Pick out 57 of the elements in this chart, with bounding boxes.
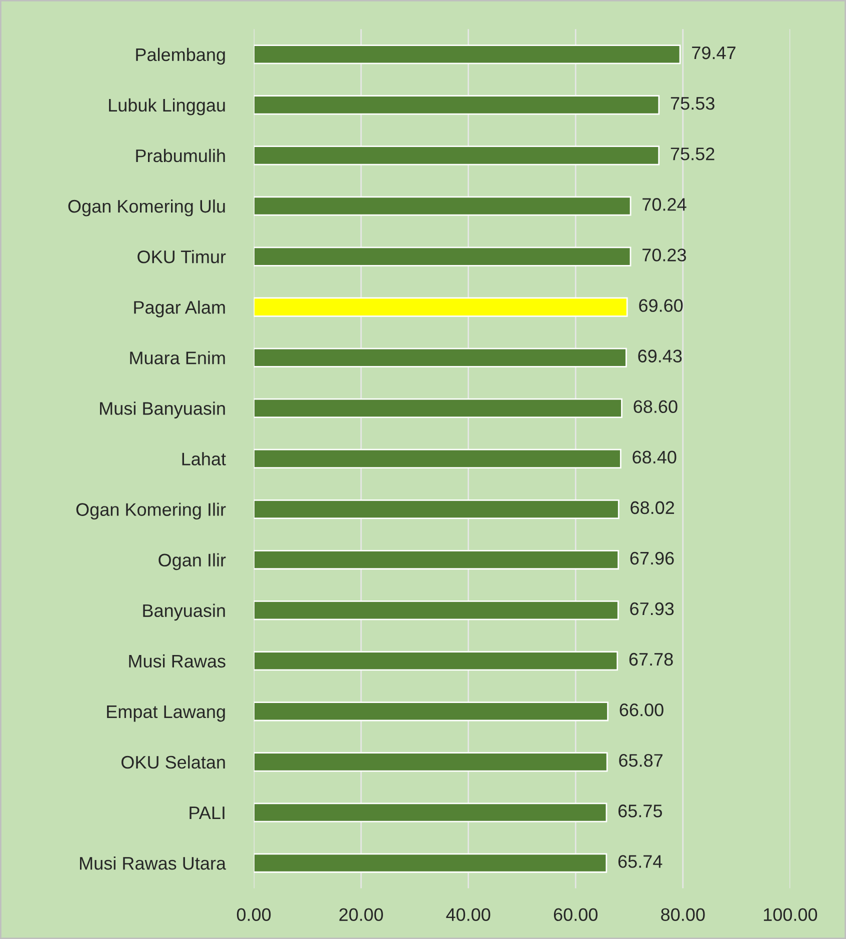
bar — [254, 398, 622, 418]
data-label: 70.24 — [642, 198, 686, 211]
data-label: 75.53 — [670, 96, 714, 110]
x-tick-label: 80.00 — [661, 908, 705, 921]
bar — [254, 651, 618, 671]
x-tick-label: 100.00 — [764, 908, 818, 921]
bar — [254, 95, 660, 115]
bar — [254, 196, 632, 216]
y-tick-label: Empat Lawang — [107, 706, 225, 722]
data-label: 67.96 — [630, 552, 674, 565]
y-tick-label: Muara Enim — [130, 351, 225, 364]
data-label: 68.40 — [632, 450, 676, 464]
y-tick-label: Banyuasin — [143, 604, 225, 621]
data-label: 67.93 — [630, 602, 674, 616]
x-tick-label: 60.00 — [554, 908, 598, 921]
bar — [254, 600, 619, 620]
y-tick-label: Musi Banyuasin — [100, 402, 225, 418]
bar — [254, 146, 660, 166]
bar — [254, 853, 608, 873]
data-label: 69.60 — [639, 299, 683, 312]
y-tick-label: Ogan Komering Ilir — [76, 502, 226, 520]
y-tick-label: OKU Timur — [138, 250, 226, 264]
data-label: 69.43 — [638, 350, 682, 362]
y-tick-label: Lahat — [182, 452, 226, 466]
y-tick-label: Musi Rawas — [129, 654, 226, 668]
y-tick-label: Palembang — [136, 48, 225, 65]
data-label: 68.60 — [634, 400, 678, 414]
bar — [254, 752, 608, 772]
data-label: 67.78 — [629, 652, 673, 666]
data-label: 65.87 — [619, 754, 662, 767]
data-label: 70.23 — [642, 248, 686, 262]
bar — [254, 702, 608, 722]
y-tick-label: Ogan Komering Ulu — [68, 199, 225, 216]
x-tick-label: 20.00 — [339, 908, 383, 921]
bar — [254, 448, 622, 468]
data-label: 65.74 — [618, 855, 662, 868]
y-tick-label: Musi Rawas Utara — [80, 856, 226, 870]
x-tick-label: 0.00 — [236, 908, 271, 921]
x-tick-label: 40.00 — [446, 908, 490, 921]
data-label: 68.02 — [630, 501, 674, 514]
y-tick-label: Prabumulih — [136, 148, 225, 162]
data-label: 65.75 — [618, 804, 662, 818]
y-tick-label: Ogan Ilir — [158, 553, 226, 570]
bar — [254, 550, 620, 570]
data-label: 79.47 — [692, 46, 736, 60]
bar — [254, 348, 627, 368]
data-label: 66.00 — [620, 703, 664, 716]
bar — [254, 44, 681, 64]
data-label: 75.52 — [670, 148, 714, 160]
bar — [254, 246, 632, 266]
y-tick-label: PALI — [190, 806, 224, 820]
bar — [254, 297, 628, 317]
y-tick-label: Lubuk Linggau — [109, 98, 225, 116]
y-tick-label: OKU Selatan — [122, 755, 225, 769]
bar — [254, 499, 620, 520]
y-tick-label: Pagar Alam — [134, 300, 225, 318]
bar — [254, 802, 608, 822]
